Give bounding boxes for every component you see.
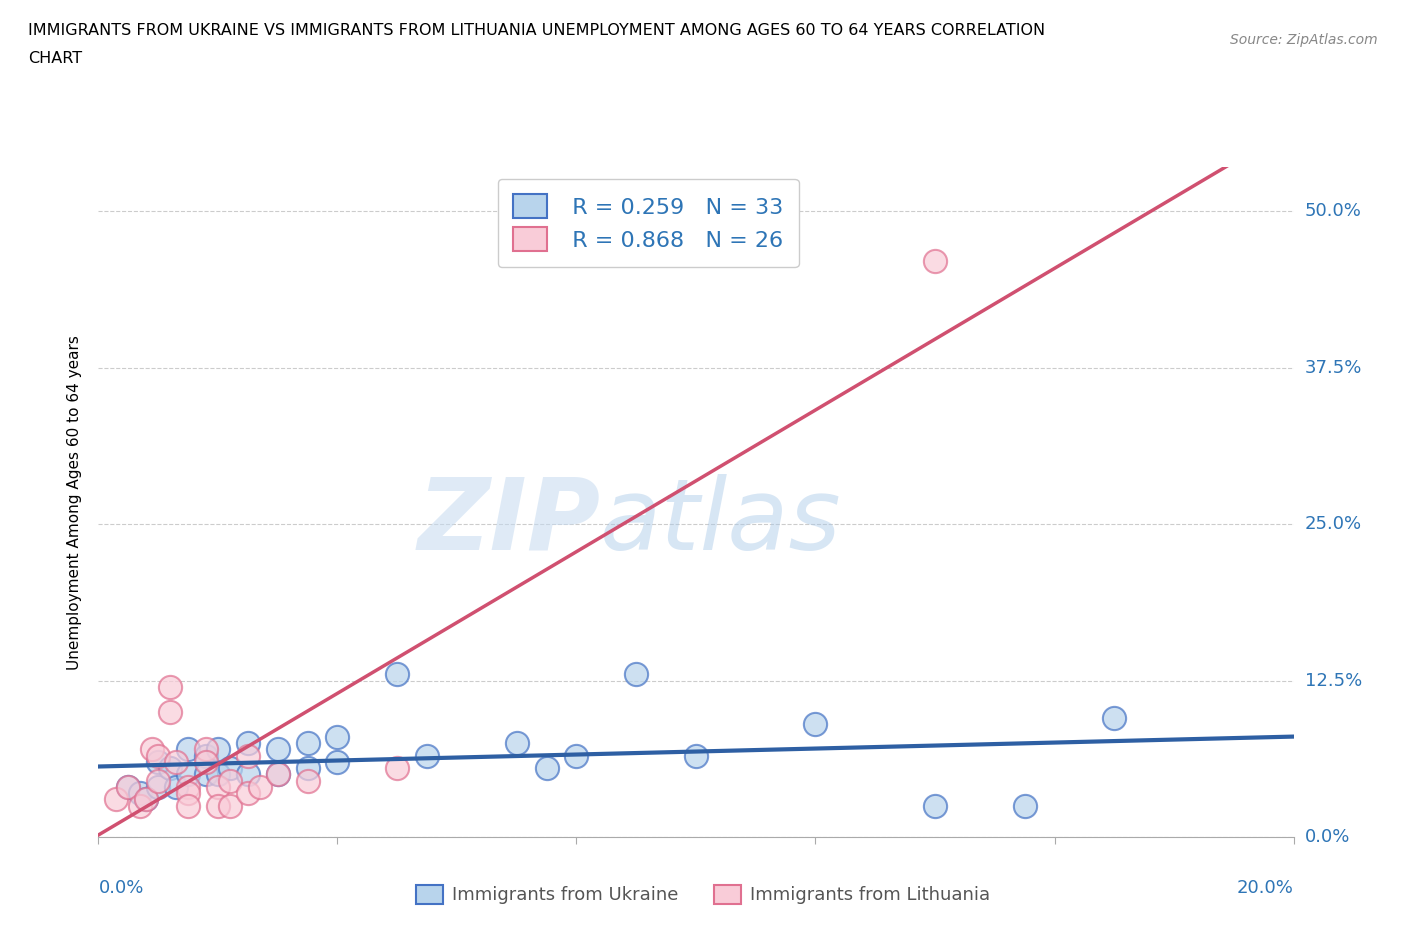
Point — [129, 786, 152, 801]
Point — [194, 767, 218, 782]
Point — [207, 798, 229, 813]
Point — [326, 754, 349, 769]
Point — [624, 667, 647, 682]
Point — [105, 792, 128, 807]
Text: ZIP: ZIP — [418, 473, 600, 571]
Point — [194, 754, 218, 769]
Point — [297, 761, 319, 776]
Point — [165, 754, 187, 769]
Point — [148, 773, 170, 788]
Point — [165, 779, 187, 794]
Text: 0.0%: 0.0% — [98, 879, 143, 897]
Point — [536, 761, 558, 776]
Text: 20.0%: 20.0% — [1237, 879, 1294, 897]
Point — [236, 749, 259, 764]
Point — [236, 736, 259, 751]
Legend: Immigrants from Ukraine, Immigrants from Lithuania: Immigrants from Ukraine, Immigrants from… — [408, 877, 998, 911]
Point — [219, 761, 242, 776]
Point — [506, 736, 529, 751]
Point — [924, 798, 946, 813]
Point — [159, 704, 181, 719]
Point — [219, 798, 242, 813]
Point — [141, 742, 163, 757]
Point — [117, 779, 139, 794]
Point — [804, 717, 827, 732]
Point — [385, 761, 409, 776]
Point — [297, 773, 319, 788]
Point — [249, 779, 271, 794]
Point — [207, 767, 229, 782]
Text: 25.0%: 25.0% — [1305, 515, 1362, 533]
Point — [416, 749, 439, 764]
Point — [924, 254, 946, 269]
Point — [1104, 711, 1126, 725]
Point — [177, 779, 200, 794]
Point — [135, 792, 157, 807]
Point — [219, 773, 242, 788]
Point — [685, 749, 707, 764]
Point — [207, 742, 229, 757]
Point — [177, 767, 200, 782]
Point — [148, 749, 170, 764]
Text: 50.0%: 50.0% — [1305, 202, 1361, 220]
Y-axis label: Unemployment Among Ages 60 to 64 years: Unemployment Among Ages 60 to 64 years — [67, 335, 83, 670]
Text: atlas: atlas — [600, 473, 842, 571]
Text: CHART: CHART — [28, 51, 82, 66]
Text: 0.0%: 0.0% — [1305, 828, 1350, 846]
Point — [267, 767, 290, 782]
Text: IMMIGRANTS FROM UKRAINE VS IMMIGRANTS FROM LITHUANIA UNEMPLOYMENT AMONG AGES 60 : IMMIGRANTS FROM UKRAINE VS IMMIGRANTS FR… — [28, 23, 1045, 38]
Point — [148, 754, 170, 769]
Text: 12.5%: 12.5% — [1305, 671, 1362, 689]
Point — [117, 779, 139, 794]
Text: 37.5%: 37.5% — [1305, 359, 1362, 377]
Point — [565, 749, 588, 764]
Point — [236, 767, 259, 782]
Point — [385, 667, 409, 682]
Point — [148, 779, 170, 794]
Point — [159, 680, 181, 695]
Point — [267, 767, 290, 782]
Legend:   R = 0.259   N = 33,   R = 0.868   N = 26: R = 0.259 N = 33, R = 0.868 N = 26 — [498, 179, 799, 267]
Point — [194, 749, 218, 764]
Point — [1014, 798, 1036, 813]
Point — [177, 742, 200, 757]
Point — [177, 786, 200, 801]
Text: Source: ZipAtlas.com: Source: ZipAtlas.com — [1230, 33, 1378, 46]
Point — [194, 742, 218, 757]
Point — [207, 779, 229, 794]
Point — [159, 761, 181, 776]
Point — [267, 742, 290, 757]
Point — [129, 798, 152, 813]
Point — [297, 736, 319, 751]
Point — [236, 786, 259, 801]
Point — [326, 729, 349, 744]
Point — [135, 792, 157, 807]
Point — [177, 798, 200, 813]
